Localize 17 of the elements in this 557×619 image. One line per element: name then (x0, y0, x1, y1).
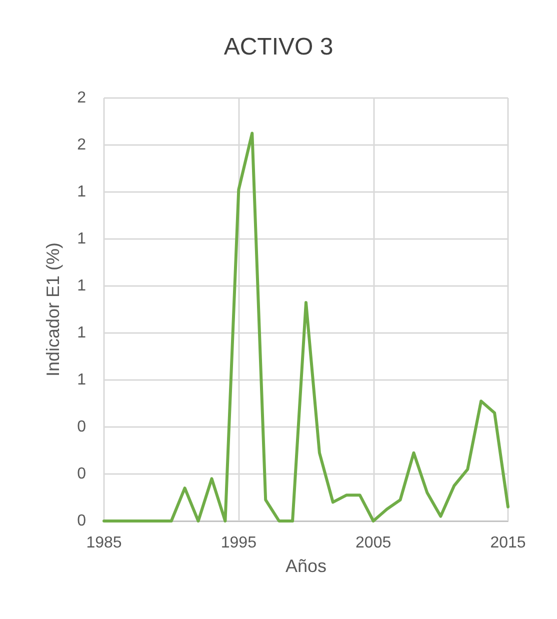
y-tick-label: 1 (77, 372, 86, 388)
y-tick-label: 0 (77, 418, 86, 436)
y-tick-label: 1 (77, 278, 86, 294)
y-tick-label: 1 (77, 184, 86, 200)
y-tick-label: 1 (77, 230, 86, 248)
y-axis-title: Indicador E1 (%) (43, 242, 63, 377)
y-tick-label: 0 (77, 512, 86, 530)
y-tick-label: 2 (77, 136, 86, 154)
x-tick-label: 2005 (356, 534, 392, 552)
x-tick-label: 2015 (490, 534, 526, 552)
x-axis-title: Años (285, 556, 327, 576)
chart-title: ACTIVO 3 (224, 34, 334, 60)
y-tick-label: 2 (77, 90, 86, 106)
y-tick-label: 0 (77, 466, 86, 482)
x-tick-label: 1985 (86, 534, 122, 552)
x-tick-label: 1995 (220, 534, 257, 552)
y-tick-label: 1 (77, 324, 86, 342)
